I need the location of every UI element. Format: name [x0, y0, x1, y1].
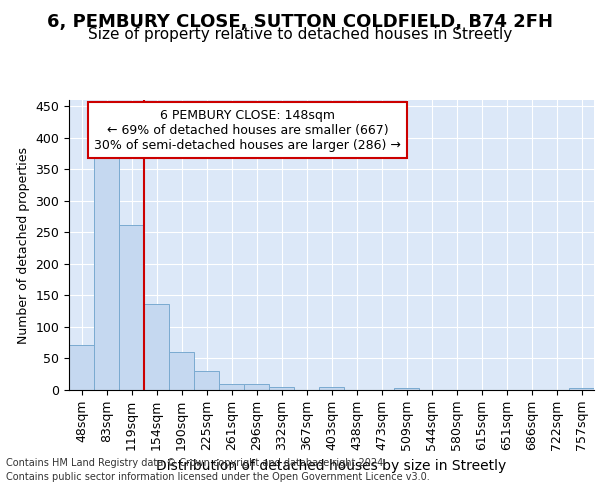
Bar [94, 150, 119, 390]
Bar [269, 387, 294, 390]
X-axis label: Distribution of detached houses by size in Streetly: Distribution of detached houses by size … [157, 458, 506, 472]
Bar [319, 387, 344, 390]
Y-axis label: Number of detached properties: Number of detached properties [17, 146, 30, 344]
Text: Size of property relative to detached houses in Streetly: Size of property relative to detached ho… [88, 28, 512, 42]
Text: 6, PEMBURY CLOSE, SUTTON COLDFIELD, B74 2FH: 6, PEMBURY CLOSE, SUTTON COLDFIELD, B74 … [47, 12, 553, 30]
Bar [394, 388, 419, 390]
Text: 6 PEMBURY CLOSE: 148sqm
← 69% of detached houses are smaller (667)
30% of semi-d: 6 PEMBURY CLOSE: 148sqm ← 69% of detache… [94, 108, 401, 152]
Bar [244, 384, 269, 390]
Bar [144, 304, 169, 390]
Text: Contains HM Land Registry data © Crown copyright and database right 2024.: Contains HM Land Registry data © Crown c… [6, 458, 386, 468]
Bar [119, 225, 144, 390]
Bar [569, 388, 594, 390]
Bar [169, 352, 194, 390]
Bar [194, 371, 219, 390]
Text: Contains public sector information licensed under the Open Government Licence v3: Contains public sector information licen… [6, 472, 430, 482]
Bar [219, 384, 244, 390]
Bar [69, 344, 94, 390]
